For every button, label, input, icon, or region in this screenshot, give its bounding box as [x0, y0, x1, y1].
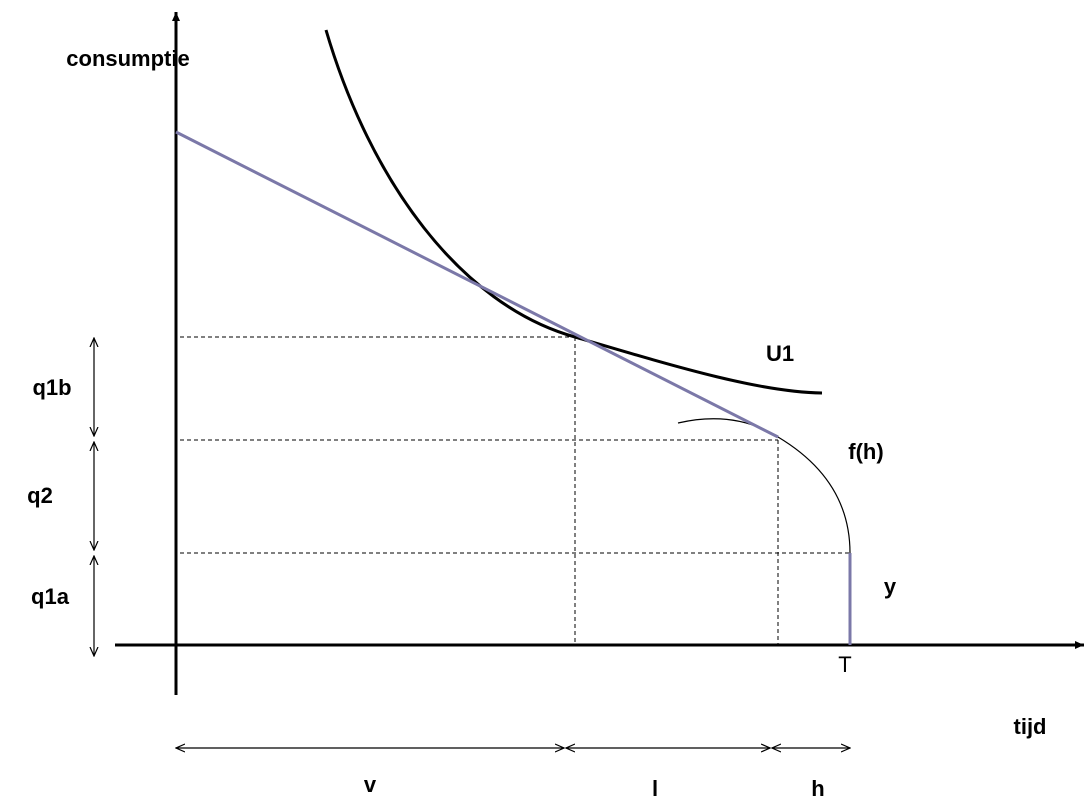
axis-point-label: T: [838, 652, 851, 677]
budget-line: [175, 130, 779, 439]
dimension-label: q2: [27, 483, 53, 508]
x-axis-label: tijd: [1014, 714, 1047, 739]
guides: [180, 336, 850, 645]
segment-label: y: [884, 574, 897, 599]
production-curve: [677, 418, 851, 554]
indifference-curve: [324, 29, 823, 395]
curve-label: f(h): [848, 439, 883, 464]
y-axis-label: consumptie: [66, 46, 189, 71]
dimension-label: l: [652, 776, 658, 800]
dimension-label: q1a: [31, 584, 70, 609]
dimension-label: v: [364, 772, 377, 797]
curve-label: U1: [766, 341, 794, 366]
dimension-label: q1b: [32, 375, 71, 400]
dimension-label: h: [811, 776, 824, 800]
